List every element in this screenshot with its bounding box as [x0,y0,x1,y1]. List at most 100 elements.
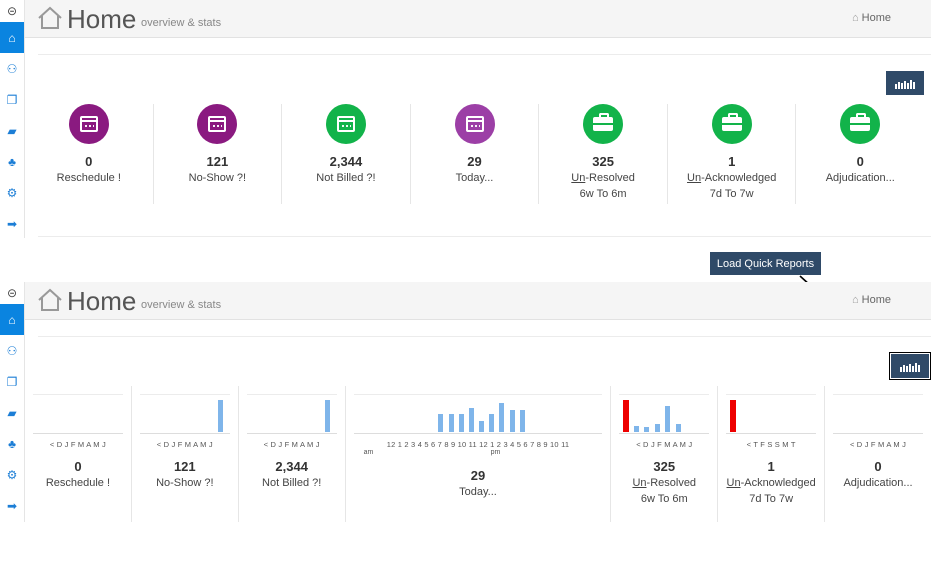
chart-bar [644,427,650,432]
briefcase-icon [593,113,614,131]
chart-tick-labels: < T F S S M T [746,440,796,449]
stat-value: 0 [85,154,93,169]
collapse-sidebar-icon[interactable]: ⊝ [6,4,18,18]
mini-bar-chart [619,394,710,434]
stat-card[interactable]: 0 Reschedule ! [25,104,153,204]
mini-bar-chart [353,394,603,434]
sign-out-icon[interactable]: ➡ [6,216,18,231]
stat-value: 29 [467,154,482,169]
stat-card[interactable]: 1 Un-Acknowledged 7d To 7w [666,104,796,204]
chart-bar [499,403,505,432]
stat-icon-circle [68,104,109,144]
chart-bar [730,400,737,432]
breadcrumb[interactable]: ⌂ Home [852,294,891,306]
dashboard-panel-charts: ⊝ ⌂ ⚇ ❐ ▰ ♣ ⚙ ➡ Home overview & stats ⌂ … [0,282,931,522]
sidebar: ⊝ ⌂ ⚇ ❐ ▰ ♣ ⚙ ➡ [0,0,25,238]
stat-card[interactable]: < D J F M A M J 2,344 Not Billed ?! [237,386,345,522]
stat-value: 1 [728,154,736,169]
page-title: Home [67,286,137,316]
stat-card[interactable]: < D J F M A M J 0 Reschedule ! [25,386,131,522]
sitemap-icon[interactable]: ♣ [8,154,16,169]
stat-label-rest: -Acknowledged [701,172,777,184]
stat-label: Not Billed ?! [316,172,376,184]
briefcase-icon[interactable]: ▰ [7,123,17,138]
users-icon[interactable]: ⚇ [6,61,18,76]
stat-label-underlined: Un [632,477,647,489]
stat-value: 2,344 [275,459,308,474]
stat-value: 2,344 [329,154,363,169]
page-subtitle: overview & stats [141,299,222,311]
stat-card[interactable]: < D J F M A M J 121 No-Show ?! [130,386,238,522]
users-icon[interactable]: ⚇ [6,343,18,358]
stat-card[interactable]: 121 No-Show ?! [152,104,282,204]
home-icon[interactable]: ⌂ [0,304,24,335]
chart-bar [519,409,525,432]
mini-bar-chart [246,394,337,434]
stats-row: 0 Reschedule ! 121 No-Show ?! 2,344 Not Bille… [25,104,924,204]
stat-sublabel: 7d To 7w [749,493,794,505]
quick-reports-button[interactable] [889,352,931,380]
stat-value: 0 [74,459,82,474]
stat-sublabel: 6w To 6m [579,188,627,200]
chart-bar [654,424,660,432]
sitemap-icon[interactable]: ♣ [8,436,16,451]
stat-card[interactable]: < T F S S M T 1 Un-Acknowledged 7d To 7w [717,386,824,522]
chart-tick-labels: < D J F M A M J [849,440,907,449]
stat-card[interactable]: 29 Today... [409,104,539,204]
stat-label: Un-Acknowledged [668,171,796,185]
stat-card[interactable]: 0 Adjudication... [795,104,924,204]
stat-value: 29 [470,468,486,483]
stat-label: Un-Acknowledged [718,476,824,490]
pm-label: pm [490,449,501,456]
gear-icon[interactable]: ⚙ [6,185,18,200]
chart-bar [489,414,495,432]
breadcrumb[interactable]: ⌂ Home [852,12,891,24]
book-icon[interactable]: ❐ [6,92,18,107]
stat-value: 325 [653,459,676,474]
mini-bar-chart [833,394,923,434]
breadcrumb-home[interactable]: Home [861,12,891,24]
stat-label: Today... [455,172,494,184]
stat-label: Reschedule ! [45,477,111,489]
stat-value: 121 [206,154,229,169]
stat-icon-circle [583,104,624,144]
divider [38,236,931,237]
home-icon: ⌂ [852,12,859,24]
chart-bar [468,408,474,432]
chart-tick-labels: < D J F M A M J [636,440,693,449]
stat-label: Today... [459,486,497,498]
page-header: Home overview & stats ⌂ Home [25,0,931,38]
briefcase-icon[interactable]: ▰ [7,405,17,420]
chart-bar [675,424,681,432]
stat-label-rest: -Resolved [646,477,697,489]
book-icon[interactable]: ❐ [6,374,18,389]
sign-out-icon[interactable]: ➡ [6,498,18,513]
stat-value: 121 [173,459,196,474]
stat-sublabel: 7d To 7w [709,188,754,200]
divider [38,336,931,337]
stat-icon-circle [711,104,752,144]
chart-bar [479,420,485,432]
stat-card[interactable]: 325 Un-Resolved 6w To 6m [538,104,667,204]
stat-label: No-Show ?! [188,172,247,184]
mini-bar-chart [33,394,123,434]
gear-icon[interactable]: ⚙ [6,467,18,482]
chart-tick-labels: < D J F M A M J [156,440,213,449]
chart-bar [509,409,515,432]
stat-sublabel: 6w To 6m [640,493,688,505]
home-icon[interactable]: ⌂ [0,22,24,53]
stat-icon-circle [454,104,495,144]
quick-reports-button[interactable] [886,71,924,95]
breadcrumb-home[interactable]: Home [861,294,891,306]
chart-tick-labels: < D J F M A M J [263,440,320,449]
collapse-sidebar-icon[interactable]: ⊝ [6,286,18,300]
stat-card[interactable]: 2,344 Not Billed ?! [281,104,410,204]
stat-card[interactable]: < D J F M A M J 325 Un-Resolved 6w To 6m [610,386,717,522]
stat-label-rest: -Acknowledged [740,477,816,489]
stat-label: Un-Resolved [539,171,667,185]
calendar-icon [208,116,227,132]
stat-value: 0 [874,459,882,474]
stat-label-underlined: Un [687,172,702,184]
stat-card[interactable]: 12 1 2 3 4 5 6 7 8 9 10 11 12 1 2 3 4 5 … [344,386,611,522]
stat-card[interactable]: < D J F M A M J 0 Adjudication... [824,386,931,522]
